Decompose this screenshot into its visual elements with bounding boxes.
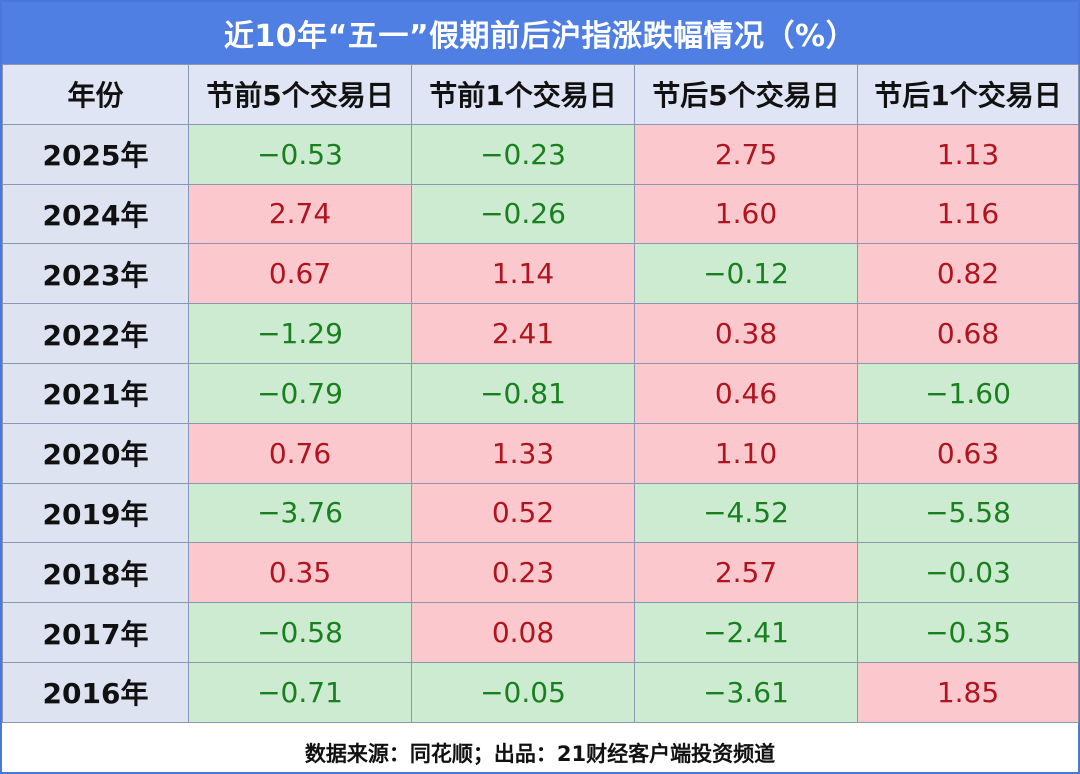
- value-cell-post1: −0.35: [857, 602, 1079, 663]
- value-cell-post1: 0.82: [857, 243, 1079, 305]
- value-cell-pre5: −0.71: [188, 661, 412, 723]
- value-cell-post1: 1.85: [857, 661, 1079, 723]
- value-cell-post1: −0.03: [857, 542, 1079, 604]
- year-cell: 2021年: [2, 362, 189, 424]
- value-cell-pre5: −1.29: [188, 303, 412, 364]
- column-header-post1: 节后1个交易日: [857, 64, 1079, 125]
- table-row: 2022年 −1.29 2.41 0.38 0.68: [2, 303, 1079, 364]
- table-row: 2019年 −3.76 0.52 −4.52 −5.58: [2, 482, 1079, 544]
- value-cell-post1: −5.58: [857, 482, 1079, 544]
- column-header-pre5: 节前5个交易日: [188, 64, 412, 125]
- table-title: 近10年“五一”假期前后沪指涨跌幅情况（%）: [2, 2, 1078, 64]
- value-cell-post1: 0.63: [857, 422, 1079, 484]
- value-cell-post1: 1.13: [857, 123, 1079, 185]
- year-cell: 2025年: [2, 123, 189, 185]
- table-row: 2017年 −0.58 0.08 −2.41 −0.35: [2, 602, 1079, 663]
- table-row: 2024年 2.74 −0.26 1.60 1.16: [2, 183, 1079, 245]
- data-table: 年份 节前5个交易日 节前1个交易日 节后5个交易日 节后1个交易日 2025年…: [2, 64, 1079, 723]
- column-header-pre1: 节前1个交易日: [411, 64, 635, 125]
- value-cell-post5: −4.52: [634, 482, 858, 544]
- table-row: 2018年 0.35 0.23 2.57 −0.03: [2, 542, 1079, 604]
- table-row: 2023年 0.67 1.14 −0.12 0.82: [2, 243, 1079, 305]
- value-cell-pre1: 1.33: [411, 422, 635, 484]
- value-cell-pre1: 1.14: [411, 243, 635, 305]
- value-cell-pre5: 0.35: [188, 542, 412, 604]
- value-cell-pre1: 0.52: [411, 482, 635, 544]
- value-cell-post5: 1.10: [634, 422, 858, 484]
- year-cell: 2017年: [2, 602, 189, 663]
- value-cell-pre5: 0.67: [188, 243, 412, 305]
- value-cell-post5: 0.46: [634, 362, 858, 424]
- column-header-year: 年份: [2, 64, 189, 125]
- table-row: 2016年 −0.71 −0.05 −3.61 1.85: [2, 661, 1079, 723]
- table-row: 2025年 −0.53 −0.23 2.75 1.13: [2, 123, 1079, 185]
- value-cell-pre5: 2.74: [188, 183, 412, 245]
- year-cell: 2019年: [2, 482, 189, 544]
- value-cell-pre5: −0.79: [188, 362, 412, 424]
- value-cell-pre1: −0.05: [411, 661, 635, 723]
- value-cell-post5: −2.41: [634, 602, 858, 663]
- table-body: 2025年 −0.53 −0.23 2.75 1.13 2024年 2.74 −0.26 1.6…: [2, 123, 1079, 723]
- year-cell: 2018年: [2, 542, 189, 604]
- table-row: 2021年 −0.79 −0.81 0.46 −1.60: [2, 362, 1079, 424]
- year-cell: 2016年: [2, 661, 189, 723]
- value-cell-pre1: −0.26: [411, 183, 635, 245]
- value-cell-pre5: −0.53: [188, 123, 412, 185]
- value-cell-pre1: 0.23: [411, 542, 635, 604]
- value-cell-post1: −1.60: [857, 362, 1079, 424]
- value-cell-post5: −0.12: [634, 243, 858, 305]
- value-cell-pre1: 2.41: [411, 303, 635, 364]
- value-cell-pre5: 0.76: [188, 422, 412, 484]
- table-row: 2020年 0.76 1.33 1.10 0.63: [2, 422, 1079, 484]
- year-cell: 2020年: [2, 422, 189, 484]
- value-cell-pre5: −0.58: [188, 602, 412, 663]
- column-header-post5: 节后5个交易日: [634, 64, 858, 125]
- value-cell-pre1: −0.81: [411, 362, 635, 424]
- value-cell-post5: 2.57: [634, 542, 858, 604]
- value-cell-post1: 1.16: [857, 183, 1079, 245]
- value-cell-pre5: −3.76: [188, 482, 412, 544]
- value-cell-post5: 2.75: [634, 123, 858, 185]
- header-row: 年份 节前5个交易日 节前1个交易日 节后5个交易日 节后1个交易日: [2, 64, 1079, 125]
- value-cell-post1: 0.68: [857, 303, 1079, 364]
- year-cell: 2022年: [2, 303, 189, 364]
- value-cell-post5: −3.61: [634, 661, 858, 723]
- value-cell-post5: 1.60: [634, 183, 858, 245]
- source-footer: 数据来源：同花顺；出品：21财经客户端投资频道: [2, 734, 1078, 772]
- value-cell-post5: 0.38: [634, 303, 858, 364]
- value-cell-pre1: −0.23: [411, 123, 635, 185]
- year-cell: 2023年: [2, 243, 189, 305]
- value-cell-pre1: 0.08: [411, 602, 635, 663]
- year-cell: 2024年: [2, 183, 189, 245]
